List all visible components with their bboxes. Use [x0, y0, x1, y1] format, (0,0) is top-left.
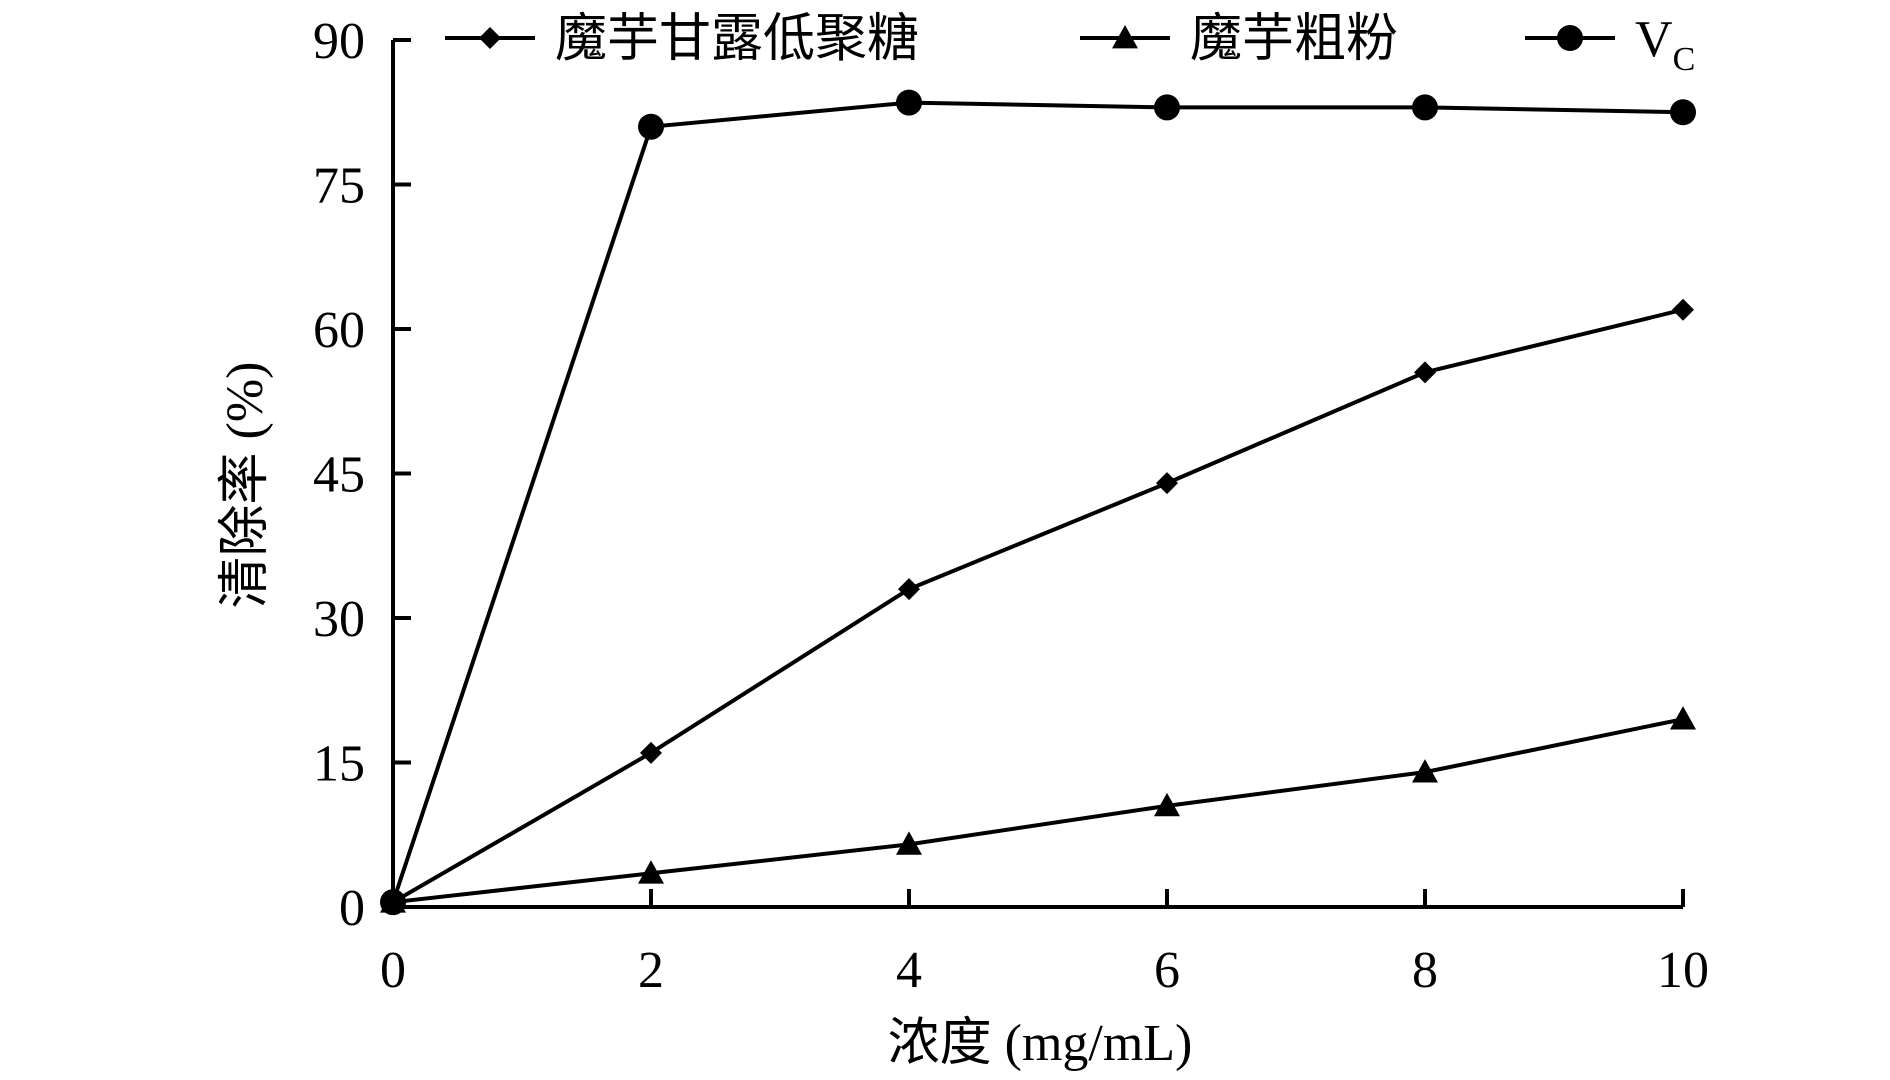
legend: 魔芋甘露低聚糖 魔芋粗粉 VC: [445, 11, 1695, 78]
series-1-point: [1414, 361, 1436, 384]
series-layer: [380, 89, 1696, 916]
series-1-point: [640, 741, 662, 764]
series-3-point: [638, 113, 664, 140]
series-3-point: [1670, 99, 1696, 126]
series-2-point: [896, 831, 922, 855]
x-axis-title: 浓度 (mg/mL): [888, 1015, 1193, 1072]
y-tick-label: 45: [313, 447, 365, 504]
legend-label: 魔芋甘露低聚糖: [555, 11, 919, 68]
y-ticks: 0 15 30 45 60 75 90: [313, 13, 411, 937]
y-tick-label: 15: [313, 736, 365, 793]
y-tick-label: 0: [339, 880, 365, 937]
x-tick-label: 6: [1154, 942, 1180, 999]
series-2-point: [1412, 759, 1438, 783]
x-ticks: 0 2 4 6 8 10: [380, 889, 1709, 999]
series-3-point: [380, 889, 406, 916]
series-1-point: [898, 578, 920, 601]
legend-item-2: 魔芋粗粉: [1080, 11, 1398, 68]
y-tick-label: 60: [313, 302, 365, 359]
series-2-point: [1154, 792, 1180, 817]
series-1: [382, 298, 1694, 914]
series-2-line: [392, 717, 1684, 905]
series-1-point: [1156, 472, 1178, 495]
plot-area: 0 15 30 45 60 75 90 0 2 4 6 8 10: [313, 13, 1709, 999]
series-3-line: [391, 100, 1684, 903]
x-tick-label: 2: [638, 942, 664, 999]
x-tick-label: 10: [1657, 942, 1709, 999]
series-3-point: [1154, 94, 1180, 121]
x-tick-label: 4: [896, 942, 922, 999]
x-tick-label: 8: [1412, 942, 1438, 999]
legend-label: 魔芋粗粉: [1190, 11, 1398, 68]
series-2: [380, 706, 1696, 913]
legend-marker: [479, 27, 501, 49]
y-tick-label: 90: [313, 13, 365, 70]
legend-item-3: VC: [1525, 11, 1695, 78]
legend-item-1: 魔芋甘露低聚糖: [445, 11, 919, 68]
series-1-point: [1672, 298, 1694, 321]
series-2-point: [638, 860, 664, 884]
legend-marker: [1557, 25, 1583, 51]
legend-marker: [1112, 25, 1138, 49]
series-2-point: [1670, 706, 1696, 730]
y-tick-label: 75: [313, 158, 365, 215]
legend-label-subscript: C: [1673, 41, 1696, 78]
x-tick-label: 0: [380, 942, 406, 999]
y-axis-title: 清除率 (%): [217, 362, 274, 609]
series-1-line: [391, 307, 1684, 904]
series-3-point: [1412, 94, 1438, 121]
series-3: [380, 89, 1696, 916]
legend-label: VC: [1635, 11, 1695, 78]
y-tick-label: 30: [313, 591, 365, 648]
series-3-point: [896, 89, 922, 116]
